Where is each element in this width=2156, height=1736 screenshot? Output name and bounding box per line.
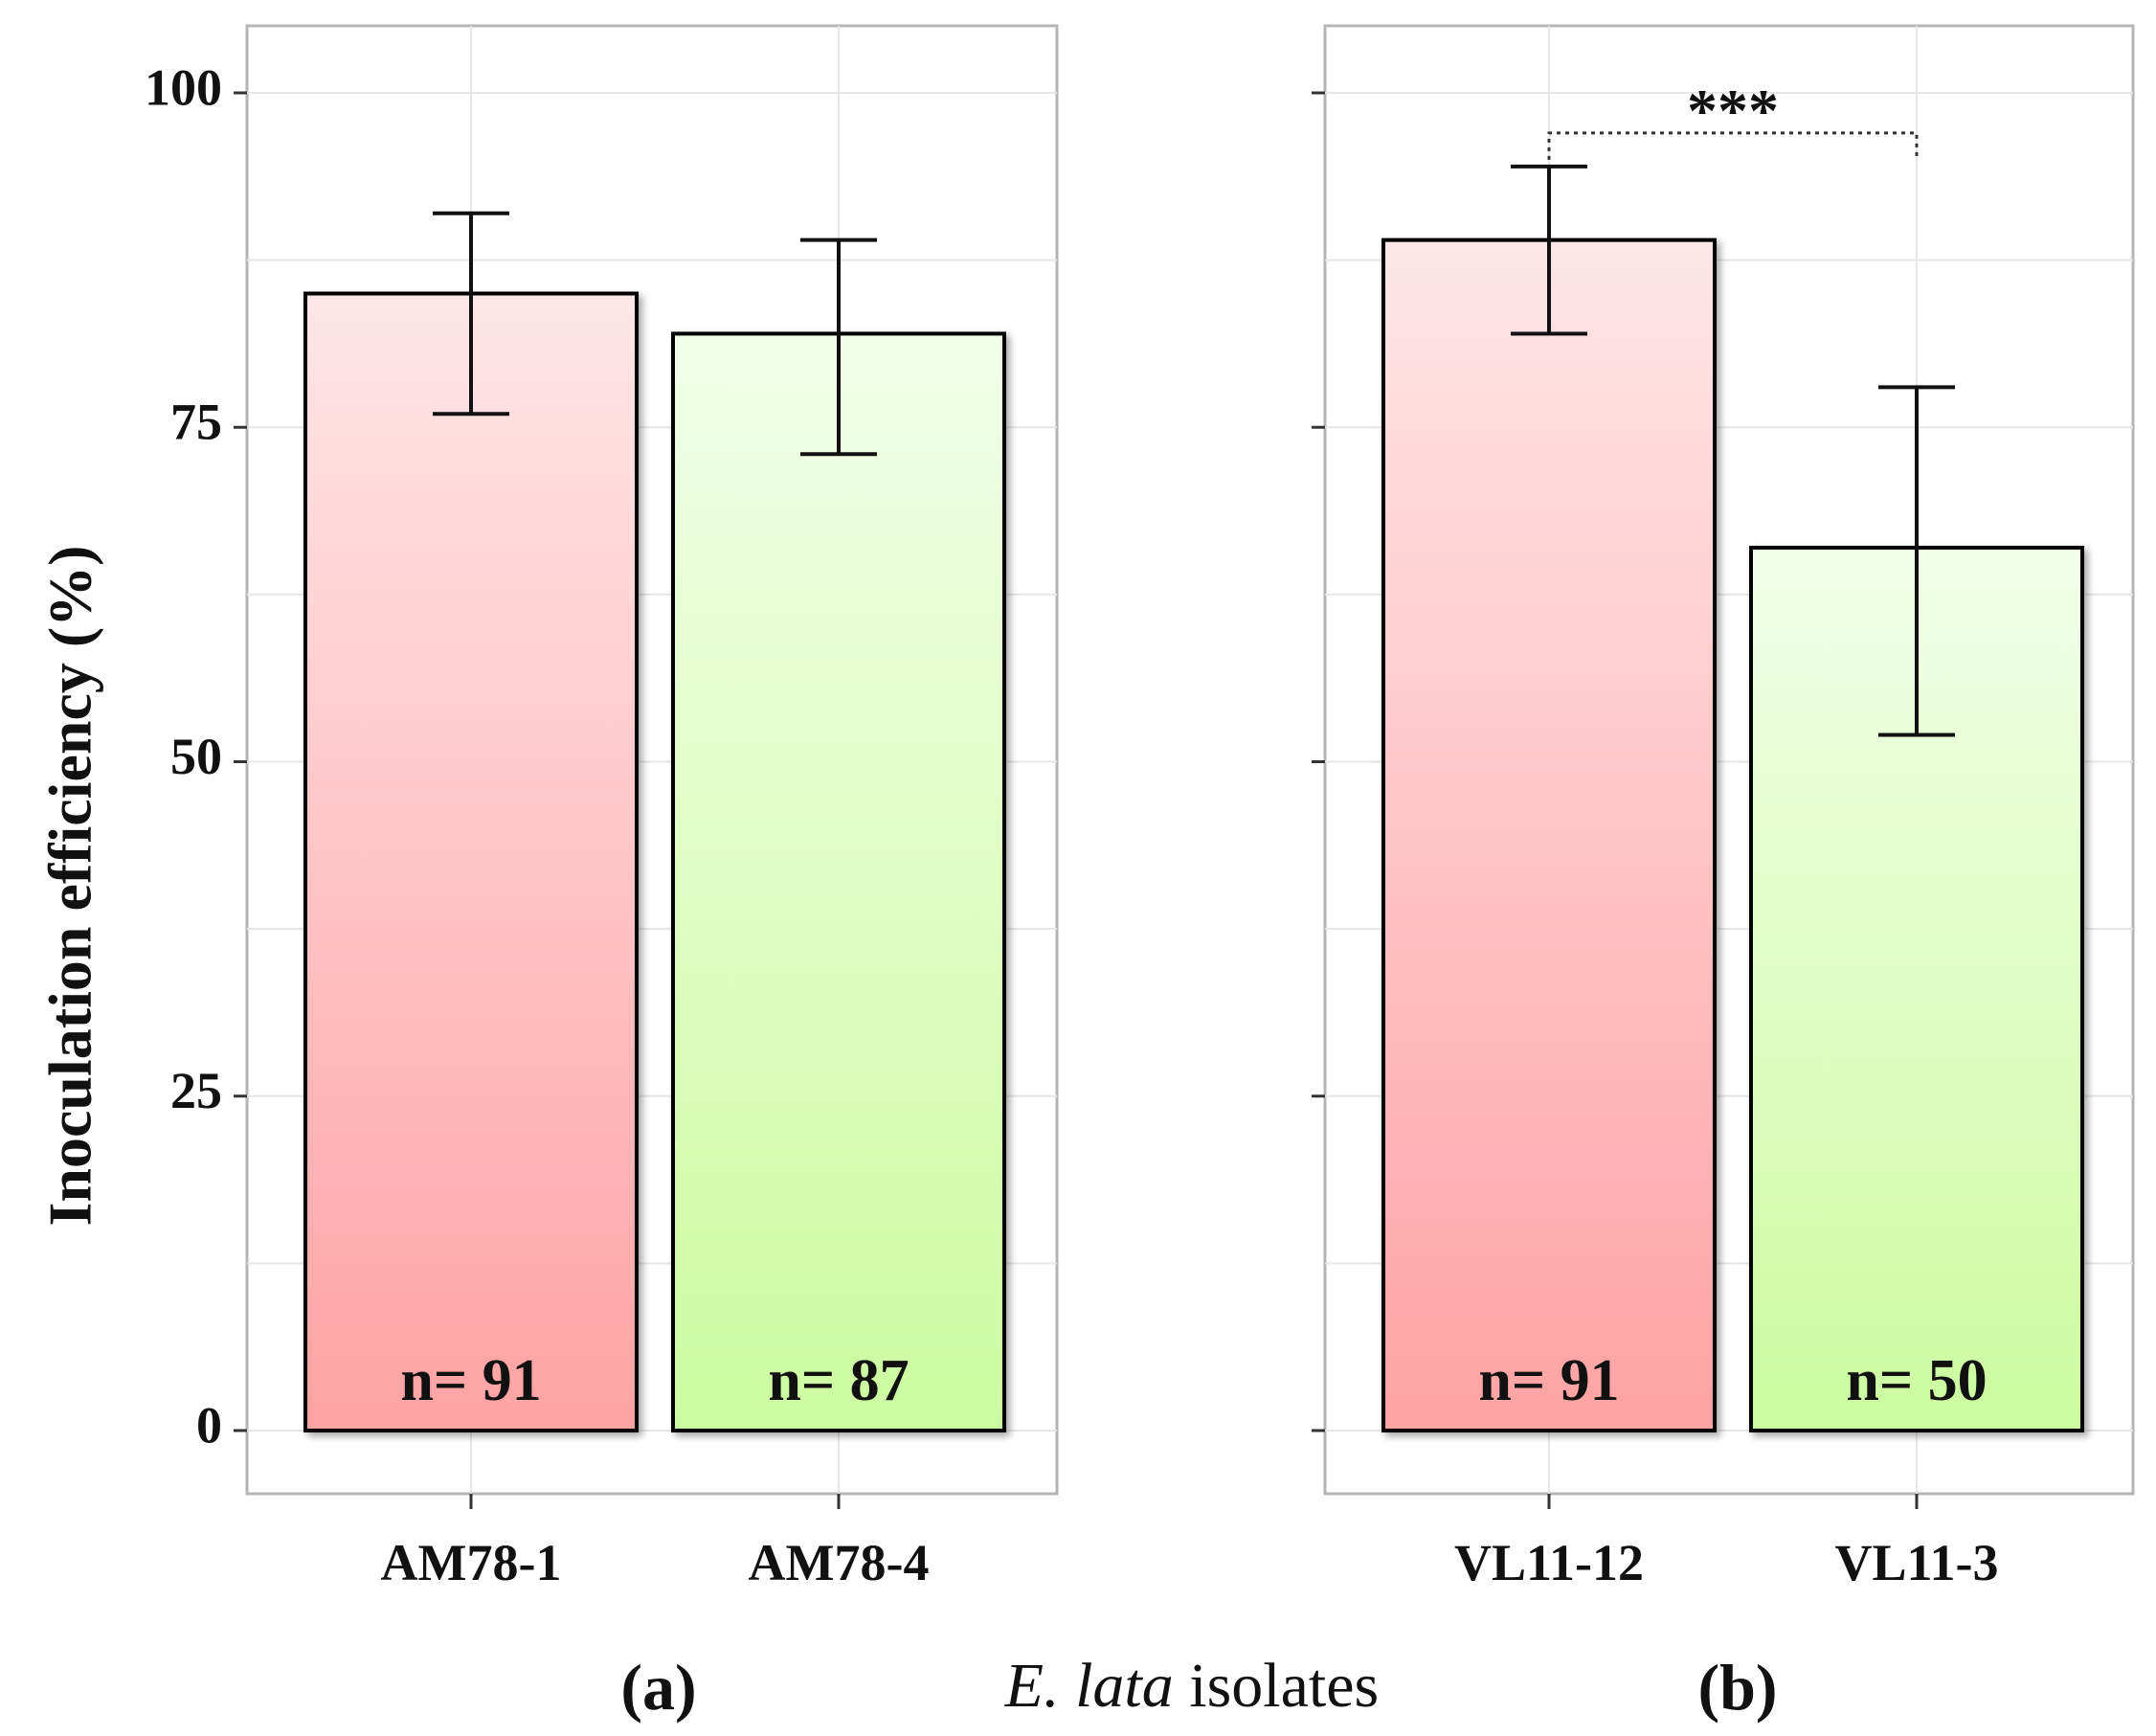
panel-label: (b) — [1697, 1651, 1777, 1724]
x-axis-label-species: E. lata — [1004, 1651, 1174, 1721]
y-axis-label: Inoculation efficiency (%) — [36, 546, 104, 1227]
y-tick-label: 0 — [196, 1396, 222, 1454]
panel-label: (a) — [620, 1651, 696, 1724]
x-axis-label: E. lata isolates — [1004, 1651, 1379, 1721]
x-tick-label: VL11-3 — [1834, 1534, 1998, 1591]
x-tick-label: AM78-1 — [381, 1534, 562, 1591]
y-tick-label: 25 — [170, 1062, 222, 1119]
n-label: n= 91 — [400, 1348, 541, 1413]
y-tick-label: 50 — [170, 728, 222, 785]
n-label: n= 50 — [1846, 1348, 1987, 1413]
bar-am78-4 — [671, 331, 1006, 1433]
n-label: n= 91 — [1478, 1348, 1619, 1413]
significance-bracket — [1547, 131, 1919, 160]
bar-am78-1 — [303, 291, 639, 1432]
panel-a: 0 25 50 75 100 n= 91 AM78-1 n= 87 AM78-4 (a) — [145, 24, 1059, 1724]
panel-b: n= 91 VL11-12 n= 50 VL11-3 *** (b) — [1312, 24, 2135, 1724]
significance-label: *** — [1687, 77, 1779, 145]
x-axis-label-rest: isolates — [1174, 1651, 1379, 1721]
x-tick-label: AM78-4 — [749, 1534, 930, 1591]
n-label: n= 87 — [768, 1348, 909, 1413]
x-tick-label: VL11-12 — [1454, 1534, 1644, 1591]
panels-group: 0 25 50 75 100 n= 91 AM78-1 n= 87 AM78-4 (a) n= 91… — [145, 24, 2135, 1724]
y-tick-label: 100 — [145, 58, 222, 116]
bar-vl11-12 — [1381, 237, 1717, 1432]
y-tick-label: 75 — [170, 394, 222, 451]
